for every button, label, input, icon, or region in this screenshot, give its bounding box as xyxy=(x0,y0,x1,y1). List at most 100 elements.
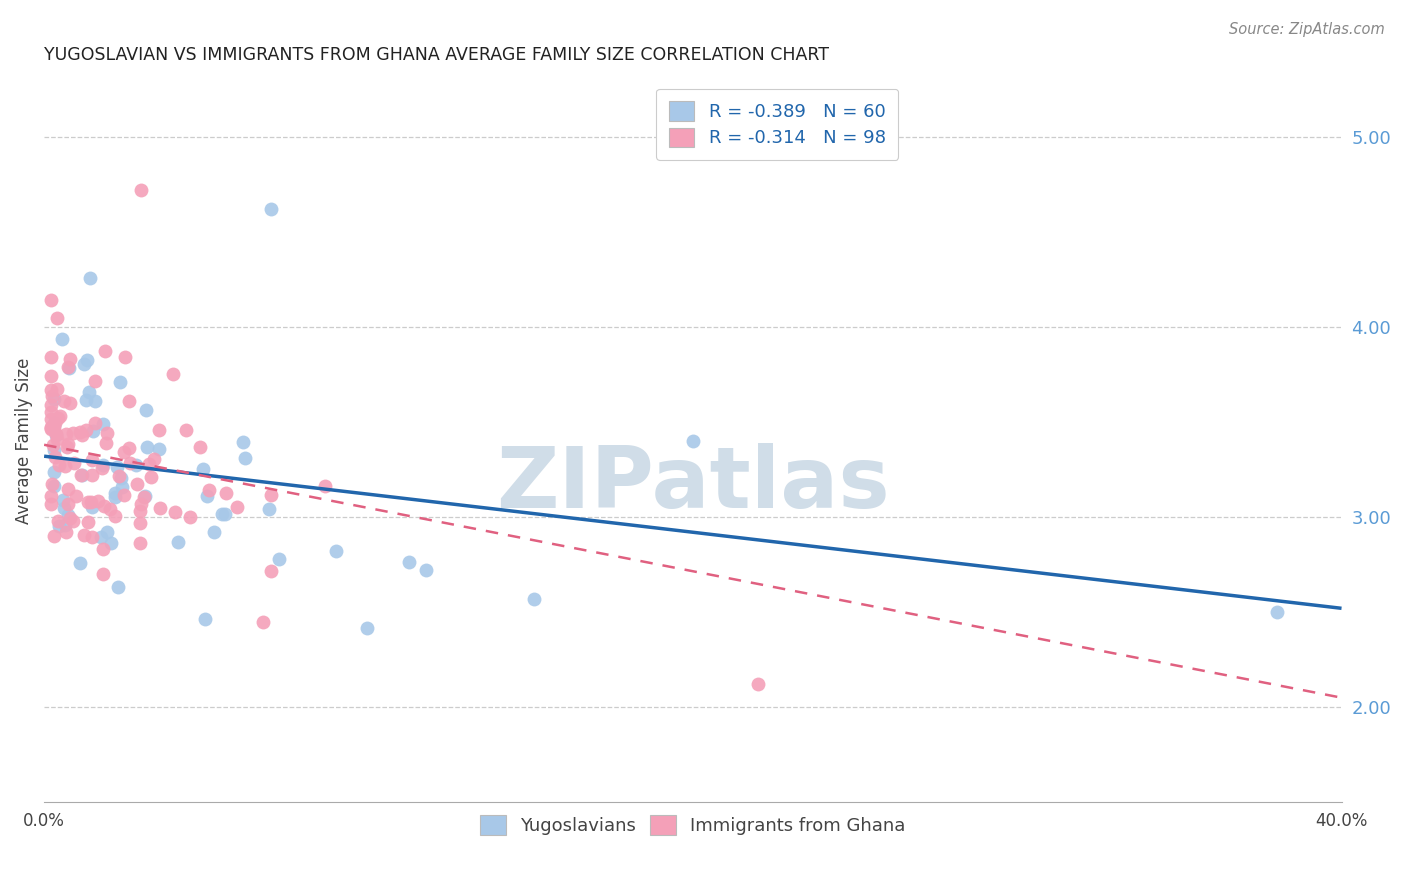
Point xyxy=(41,388,63,402)
Point xyxy=(135,402,157,417)
Point xyxy=(58,360,80,375)
Point xyxy=(194,612,217,626)
Point xyxy=(682,434,704,448)
Point xyxy=(260,564,283,578)
Point xyxy=(260,488,283,502)
Point xyxy=(141,469,163,483)
Point xyxy=(77,494,100,508)
Point xyxy=(82,500,104,515)
Text: Source: ZipAtlas.com: Source: ZipAtlas.com xyxy=(1229,22,1385,37)
Point xyxy=(65,489,87,503)
Point xyxy=(55,440,77,454)
Point xyxy=(188,440,211,454)
Point xyxy=(84,416,107,430)
Point xyxy=(44,417,66,431)
Point xyxy=(62,457,84,471)
Point xyxy=(55,518,77,533)
Point xyxy=(84,394,107,409)
Point xyxy=(104,490,127,504)
Point xyxy=(134,489,156,503)
Point xyxy=(260,202,283,216)
Point xyxy=(46,432,69,446)
Point xyxy=(52,492,75,507)
Point xyxy=(132,490,155,504)
Point xyxy=(398,555,420,569)
Point xyxy=(48,458,70,472)
Point xyxy=(42,442,65,457)
Point xyxy=(55,427,77,442)
Point xyxy=(314,479,336,493)
Point xyxy=(76,353,98,368)
Point xyxy=(128,516,150,530)
Point xyxy=(48,409,70,423)
Point xyxy=(51,332,73,346)
Point xyxy=(356,621,378,635)
Y-axis label: Average Family Size: Average Family Size xyxy=(15,358,32,524)
Point xyxy=(69,467,91,482)
Point xyxy=(62,425,84,440)
Point xyxy=(72,528,94,542)
Point xyxy=(128,503,150,517)
Point xyxy=(103,508,125,523)
Point xyxy=(167,534,190,549)
Point xyxy=(118,441,141,455)
Point xyxy=(77,385,100,400)
Point xyxy=(72,468,94,483)
Point xyxy=(69,425,91,440)
Point xyxy=(45,427,67,442)
Point xyxy=(42,465,65,479)
Point xyxy=(226,500,249,514)
Text: ZIPatlas: ZIPatlas xyxy=(496,442,890,525)
Point xyxy=(111,480,134,494)
Point xyxy=(135,440,157,454)
Point xyxy=(58,498,80,512)
Point xyxy=(129,497,152,511)
Point xyxy=(39,412,62,426)
Point xyxy=(83,374,105,388)
Point xyxy=(91,458,114,472)
Point xyxy=(98,502,121,516)
Point xyxy=(174,424,197,438)
Point xyxy=(107,460,129,475)
Point xyxy=(94,343,117,358)
Point xyxy=(100,536,122,550)
Point xyxy=(75,423,97,437)
Point xyxy=(39,422,62,436)
Point xyxy=(82,467,104,482)
Point xyxy=(198,483,221,497)
Point xyxy=(46,311,69,326)
Point xyxy=(80,530,103,544)
Point xyxy=(39,420,62,434)
Point xyxy=(191,462,214,476)
Point xyxy=(39,369,62,384)
Point xyxy=(79,271,101,285)
Point xyxy=(125,477,148,491)
Point xyxy=(75,393,97,408)
Point xyxy=(114,350,136,364)
Point xyxy=(131,183,153,197)
Point xyxy=(1265,605,1288,619)
Legend: Yugoslavians, Immigrants from Ghana: Yugoslavians, Immigrants from Ghana xyxy=(471,805,914,844)
Point xyxy=(39,293,62,308)
Point xyxy=(77,515,100,529)
Point xyxy=(195,489,218,503)
Point xyxy=(39,397,62,411)
Point xyxy=(82,453,104,467)
Point xyxy=(42,529,65,543)
Point xyxy=(53,458,76,473)
Point xyxy=(110,471,132,485)
Point xyxy=(138,457,160,471)
Text: YUGOSLAVIAN VS IMMIGRANTS FROM GHANA AVERAGE FAMILY SIZE CORRELATION CHART: YUGOSLAVIAN VS IMMIGRANTS FROM GHANA AVE… xyxy=(44,46,830,64)
Point xyxy=(96,426,118,441)
Point xyxy=(112,444,135,458)
Point xyxy=(108,375,131,389)
Point xyxy=(42,418,65,433)
Point xyxy=(93,500,115,514)
Point xyxy=(211,507,233,521)
Point xyxy=(118,456,141,470)
Point xyxy=(59,510,82,524)
Point xyxy=(42,479,65,493)
Point xyxy=(747,677,769,691)
Point xyxy=(55,525,77,540)
Point xyxy=(46,382,69,396)
